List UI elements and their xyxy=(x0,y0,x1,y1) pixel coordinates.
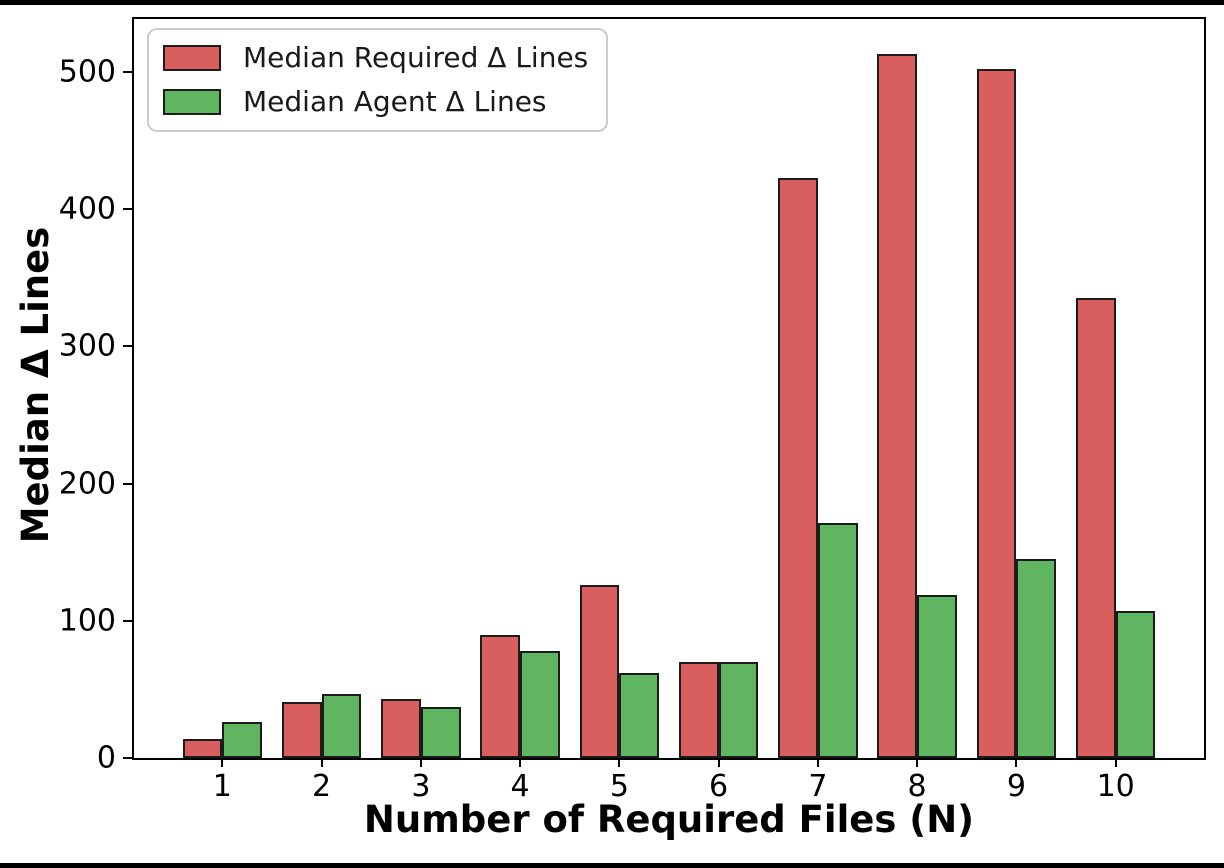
x-tick-label-1: 1 xyxy=(212,769,232,804)
x-tick-mark xyxy=(618,758,621,767)
y-tick-mark xyxy=(123,208,132,211)
bar-agent-n8 xyxy=(917,595,957,758)
bar-required-n8 xyxy=(877,54,918,758)
y-tick-label-200: 200 xyxy=(58,466,116,502)
y-tick-mark xyxy=(123,345,132,348)
plot-area: Median Required Δ Lines Median Agent Δ Li… xyxy=(59,17,1206,804)
legend-label: Median Required Δ Lines xyxy=(243,41,589,74)
x-tick-label-9: 9 xyxy=(1006,769,1026,804)
bar-agent-n1 xyxy=(222,722,262,758)
x-tick-mark xyxy=(519,758,522,767)
bar-agent-n6 xyxy=(718,662,759,758)
y-axis-label: Median Δ Lines xyxy=(14,226,57,544)
y-tick-label-400: 400 xyxy=(58,191,116,227)
bar-required-n7 xyxy=(778,178,818,758)
legend-label: Median Agent Δ Lines xyxy=(243,85,547,119)
x-tick-label-4: 4 xyxy=(510,769,530,804)
x-tick-mark xyxy=(1114,758,1117,767)
bar-agent-n7 xyxy=(817,523,858,758)
legend-entry-required: Median Required Δ Lines xyxy=(163,41,589,74)
bar-required-n1 xyxy=(182,739,223,758)
bar-agent-n10 xyxy=(1115,611,1156,758)
bar-agent-n2 xyxy=(321,694,362,758)
y-tick-label-300: 300 xyxy=(58,328,116,364)
bar-agent-n4 xyxy=(520,651,560,758)
legend-swatch-icon xyxy=(163,89,221,116)
y-tick-label-0: 0 xyxy=(96,740,116,776)
bar-required-n9 xyxy=(976,69,1017,758)
x-tick-label-6: 6 xyxy=(709,769,729,804)
y-tick-mark xyxy=(123,757,132,759)
frame-top-border xyxy=(0,0,1224,5)
x-tick-mark xyxy=(419,758,422,767)
bar-required-n3 xyxy=(381,699,421,758)
y-tick-mark xyxy=(123,619,132,622)
x-tick-label-2: 2 xyxy=(312,769,332,804)
x-tick-mark xyxy=(221,758,224,767)
x-axis-label: Number of Required Files (N) xyxy=(363,798,975,841)
x-tick-label-7: 7 xyxy=(808,769,828,804)
x-tick-mark xyxy=(320,758,323,767)
y-tick-mark xyxy=(123,482,132,485)
legend-swatch-icon xyxy=(163,45,221,72)
y-tick-label-500: 500 xyxy=(58,54,116,90)
bar-required-n4 xyxy=(480,635,521,758)
bar-required-n10 xyxy=(1076,298,1116,758)
bar-agent-n3 xyxy=(420,707,461,758)
x-tick-mark xyxy=(916,758,919,767)
x-tick-label-8: 8 xyxy=(907,769,927,804)
x-tick-mark xyxy=(1015,758,1018,767)
bar-agent-n9 xyxy=(1016,559,1057,758)
x-tick-label-5: 5 xyxy=(609,769,629,804)
x-tick-label-3: 3 xyxy=(411,769,431,804)
bar-agent-n5 xyxy=(619,673,660,758)
x-tick-mark xyxy=(816,758,819,767)
legend-entry-agent: Median Agent Δ Lines xyxy=(163,85,588,119)
bar-required-n2 xyxy=(281,702,322,758)
bar-required-n5 xyxy=(579,585,620,758)
x-tick-mark xyxy=(717,758,720,767)
y-tick-mark xyxy=(123,71,132,73)
legend: Median Required Δ Lines Median Agent Δ Li… xyxy=(147,28,609,133)
x-tick-label-10: 10 xyxy=(1096,769,1135,804)
y-tick-label-100: 100 xyxy=(58,603,116,639)
bar-required-n6 xyxy=(678,662,719,758)
frame-bottom-border xyxy=(0,863,1224,868)
